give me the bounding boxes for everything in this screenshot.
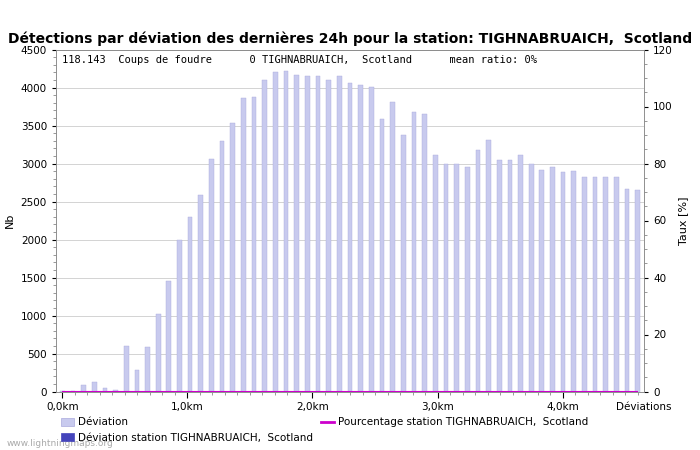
Bar [252,97,256,392]
Bar [497,160,502,392]
Bar [156,314,160,392]
Bar [348,83,352,392]
Bar [295,75,299,392]
Bar [209,159,214,392]
Bar [177,240,182,392]
Bar [124,346,129,392]
Bar [582,177,587,392]
Bar [220,141,225,392]
Bar [454,163,459,392]
Bar [540,170,544,392]
Bar [571,171,576,392]
Bar [444,163,448,392]
Bar [412,112,416,392]
Bar [528,163,533,392]
Bar [262,80,267,392]
Bar [134,370,139,392]
Bar [167,280,172,392]
Bar [71,391,76,392]
Bar [508,160,512,392]
Y-axis label: Taux [%]: Taux [%] [678,196,688,245]
Bar [145,347,150,392]
Bar [273,72,278,392]
Bar [391,102,395,392]
Bar [422,114,427,392]
Bar [550,167,555,392]
Bar [486,140,491,392]
Bar [358,85,363,392]
Bar [636,190,640,392]
Legend: Déviation, Déviation station TIGHNABRUAICH,  Scotland, Pourcentage station TIGHN: Déviation, Déviation station TIGHNABRUAI… [61,417,588,442]
Bar [198,195,203,392]
Bar [188,217,193,392]
Text: Déviations: Déviations [616,402,671,412]
Bar [603,177,608,392]
Bar [284,71,288,392]
Bar [113,390,118,392]
Text: www.lightningmaps.org: www.lightningmaps.org [7,439,113,448]
Bar [102,388,107,392]
Text: 118.143  Coups de foudre      0 TIGHNABRUAICH,  Scotland      mean ratio: 0%: 118.143 Coups de foudre 0 TIGHNABRUAICH,… [62,54,537,65]
Bar [369,87,374,392]
Bar [593,177,598,392]
Bar [433,155,438,392]
Bar [305,76,309,392]
Bar [475,150,480,392]
Title: Détections par déviation des dernières 24h pour la station: TIGHNABRUAICH,  Scot: Détections par déviation des dernières 2… [8,31,692,45]
Bar [614,177,619,392]
Bar [624,189,629,392]
Bar [92,382,97,392]
Bar [401,135,405,392]
Y-axis label: Nb: Nb [5,213,15,228]
Bar [326,80,331,392]
Bar [379,119,384,392]
Bar [465,166,470,392]
Bar [561,172,566,392]
Bar [230,123,235,392]
Bar [337,76,342,392]
Bar [518,155,523,392]
Bar [316,76,321,392]
Bar [241,98,246,392]
Bar [81,385,86,392]
